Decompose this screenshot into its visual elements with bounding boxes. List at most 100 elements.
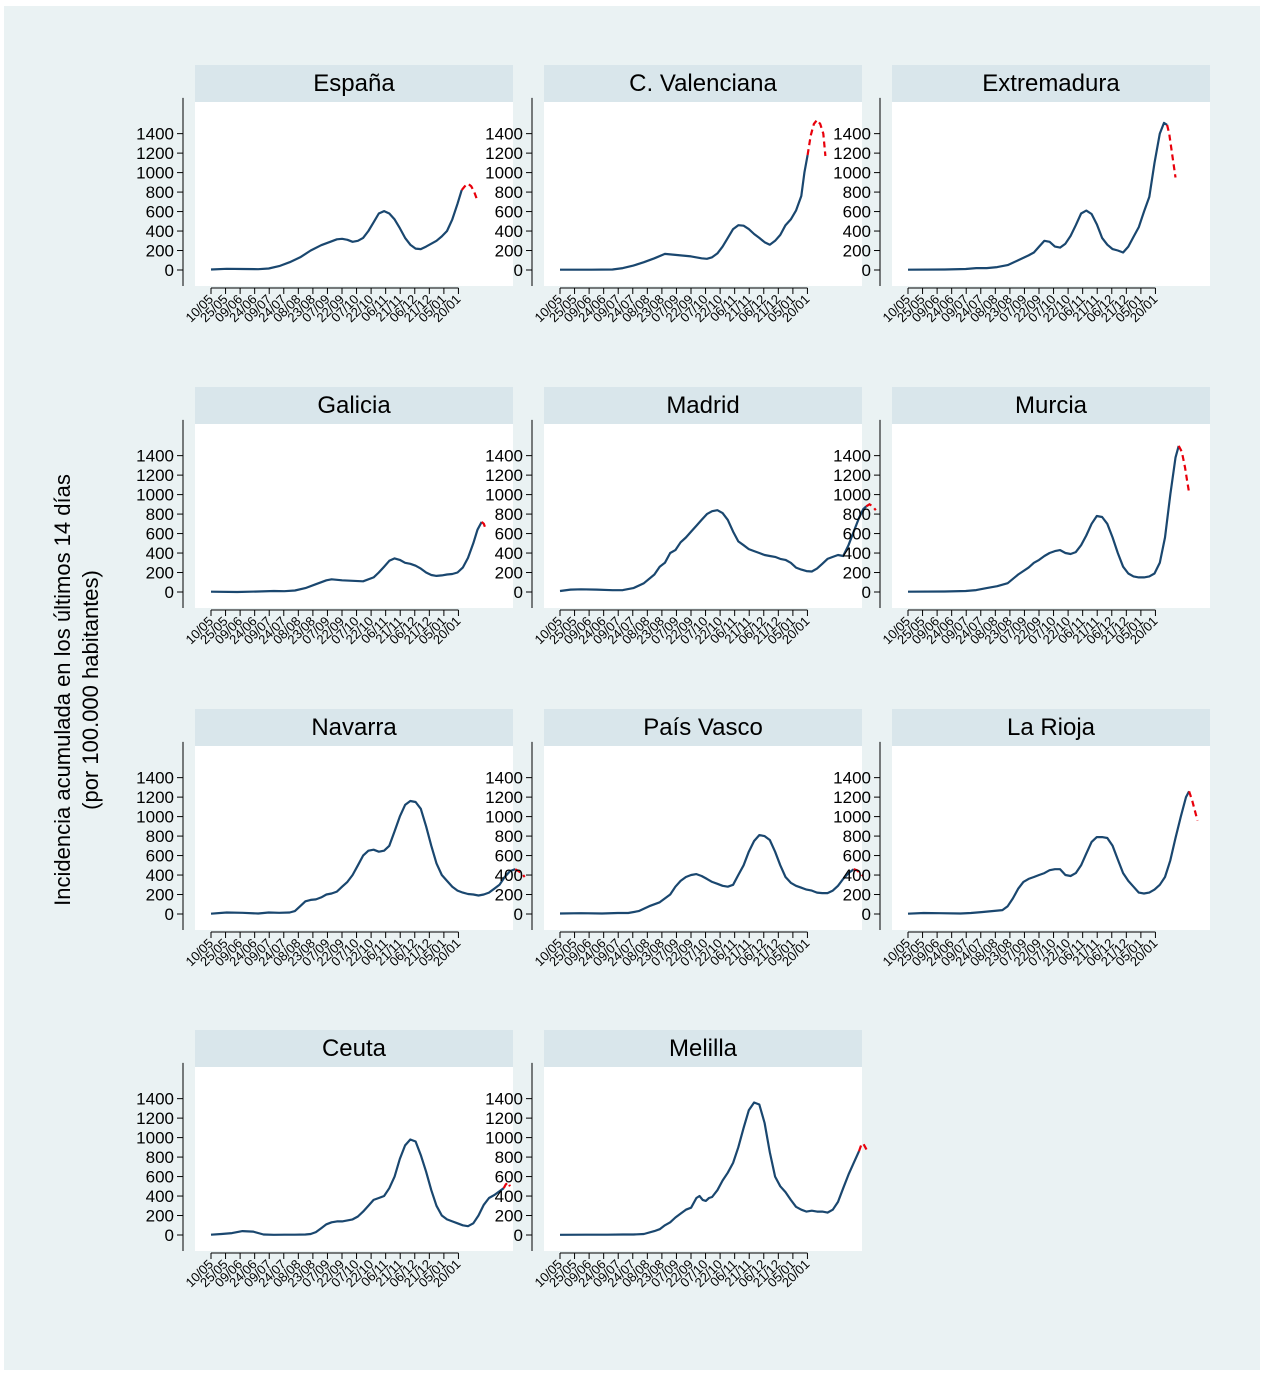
- observed-series-line: [210, 189, 463, 271]
- plot-area: [544, 746, 862, 930]
- y-tick-label: 600: [146, 1168, 174, 1187]
- panel-title: C. Valenciana: [629, 70, 777, 97]
- panel: Madrid020040060080010001200140010/0525/0…: [485, 387, 877, 647]
- plot-area: [195, 746, 513, 930]
- panel-title: Madrid: [666, 392, 739, 419]
- projected-series-line: [502, 1180, 511, 1189]
- plot-area: [892, 746, 1210, 930]
- y-tick-label: 1000: [485, 1129, 523, 1148]
- y-tick-label: 800: [495, 505, 523, 524]
- observed-series-line: [559, 833, 855, 915]
- y-tick-label: 1000: [833, 486, 871, 505]
- y-tick-label: 1200: [485, 788, 523, 807]
- y-tick-label: 800: [146, 183, 174, 202]
- y-tick-label: 1200: [136, 788, 174, 807]
- y-tick-label: 400: [495, 866, 523, 885]
- y-tick-label: 1200: [136, 466, 174, 485]
- y-tick-label: 600: [146, 203, 174, 222]
- y-tick-label: 0: [514, 1226, 523, 1245]
- y-tick-label: 1400: [833, 125, 871, 144]
- y-tick-label: 600: [495, 525, 523, 544]
- panel-title: Melilla: [669, 1035, 738, 1062]
- panel-header: [892, 65, 1210, 102]
- panel-title: España: [313, 70, 395, 97]
- projected-series-line: [1177, 445, 1191, 493]
- y-tick-label: 200: [495, 242, 523, 261]
- plot-area: [195, 1067, 513, 1251]
- y-tick-label: 0: [514, 583, 523, 602]
- panel-title: Ceuta: [322, 1035, 387, 1062]
- plot-area: [892, 102, 1210, 286]
- y-tick-label: 1400: [136, 447, 174, 466]
- y-tick-label: 1200: [485, 144, 523, 163]
- y-tick-label: 1200: [485, 466, 523, 485]
- y-tick-label: 600: [495, 1168, 523, 1187]
- y-tick-label: 1000: [136, 486, 174, 505]
- projected-series-line: [514, 868, 526, 878]
- y-tick-label: 0: [165, 905, 174, 924]
- observed-series-line: [560, 154, 809, 271]
- y-tick-label: 0: [165, 583, 174, 602]
- y-tick-label: 1200: [485, 1109, 523, 1128]
- y-tick-label: 0: [514, 905, 523, 924]
- projected-series-line: [460, 182, 479, 202]
- y-tick-label: 400: [495, 222, 523, 241]
- y-tick-label: 1400: [485, 125, 523, 144]
- y-tick-label: 800: [146, 1148, 174, 1167]
- panel-header: [195, 709, 513, 746]
- panel-header: [892, 709, 1210, 746]
- y-tick-label: 400: [843, 222, 871, 241]
- observed-series-line: [559, 505, 868, 593]
- y-tick-label: 800: [843, 827, 871, 846]
- panel: Galicia020040060080010001200140010/0525/…: [136, 387, 513, 647]
- y-tick-label: 0: [165, 261, 174, 280]
- y-tick-label: 1000: [136, 808, 174, 827]
- y-tick-label: 200: [146, 886, 174, 905]
- projected-series-line: [853, 868, 864, 877]
- y-tick-label: 800: [495, 183, 523, 202]
- observed-series-line: [210, 799, 516, 915]
- y-tick-label: 600: [495, 847, 523, 866]
- y-tick-label: 400: [146, 544, 174, 563]
- y-tick-label: 1400: [485, 769, 523, 788]
- y-tick-label: 1200: [136, 1109, 174, 1128]
- y-tick-label: 600: [495, 203, 523, 222]
- y-tick-label: 1400: [485, 1090, 523, 1109]
- y-tick-label: 1000: [833, 808, 871, 827]
- y-tick-label: 1000: [485, 164, 523, 183]
- plot-area: [544, 424, 862, 608]
- y-tick-label: 800: [146, 505, 174, 524]
- plot-area: [544, 102, 862, 286]
- plot-area: [195, 102, 513, 286]
- y-tick-label: 800: [146, 827, 174, 846]
- y-tick-label: 1000: [833, 164, 871, 183]
- y-tick-label: 200: [843, 886, 871, 905]
- y-tick-label: 600: [843, 847, 871, 866]
- y-tick-label: 400: [495, 1187, 523, 1206]
- y-tick-label: 600: [843, 525, 871, 544]
- y-tick-label: 1400: [136, 1090, 174, 1109]
- y-tick-label: 800: [495, 1148, 523, 1167]
- y-tick-label: 0: [862, 261, 871, 280]
- y-tick-label: 400: [843, 866, 871, 885]
- y-tick-label: 200: [843, 242, 871, 261]
- observed-series-line: [210, 1138, 505, 1236]
- panel-title: Navarra: [311, 714, 397, 741]
- panel-header: [195, 1030, 513, 1067]
- observed-series-line: [210, 521, 483, 594]
- y-tick-label: 0: [862, 905, 871, 924]
- observed-series-line: [907, 445, 1180, 593]
- y-tick-label: 600: [843, 203, 871, 222]
- y-tick-label: 1200: [833, 144, 871, 163]
- panel-title: La Rioja: [1007, 714, 1096, 741]
- plot-area: [892, 424, 1210, 608]
- y-tick-label: 1000: [485, 486, 523, 505]
- panel: La Rioja020040060080010001200140010/0525…: [833, 709, 1210, 969]
- y-tick-label: 1400: [833, 769, 871, 788]
- observed-series-line: [907, 790, 1191, 915]
- y-tick-label: 400: [146, 866, 174, 885]
- observed-series-line: [559, 1101, 861, 1236]
- y-tick-label: 200: [146, 242, 174, 261]
- y-tick-label: 0: [165, 1226, 174, 1245]
- y-tick-label: 800: [495, 827, 523, 846]
